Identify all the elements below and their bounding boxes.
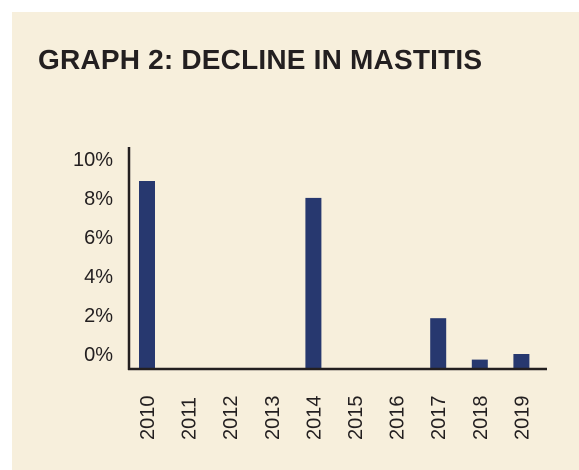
x-tick-label: 2011 [179, 397, 201, 440]
x-tick-label: 2018 [470, 396, 492, 441]
x-tick-label: 2017 [428, 396, 450, 441]
x-tick-label: 2014 [303, 396, 325, 441]
y-tick-label: 8% [84, 188, 113, 210]
x-tick-label: 2015 [345, 396, 367, 441]
chart-marks: 10% 8% 6% 4% 2% 0% 2010 2011 2012 2013 2014 2015 201… [73, 147, 547, 440]
x-tick-label: 2010 [137, 396, 159, 441]
y-tick-label: 0% [84, 344, 113, 366]
bar-2014 [305, 197, 322, 369]
x-tick-label: 2019 [511, 396, 533, 441]
x-tick-label: 2016 [387, 396, 409, 441]
y-tick-label: 10% [73, 149, 113, 171]
chart-title: GRAPH 2: DECLINE IN MASTITIS [38, 44, 483, 75]
bar-2019 [513, 354, 530, 369]
y-tick-label: 6% [84, 227, 113, 249]
bar-2010 [139, 181, 155, 369]
bar-2017 [430, 318, 447, 369]
x-tick-label: 2012 [220, 396, 242, 441]
x-tick-label: 2013 [262, 396, 284, 441]
chart-panel: GRAPH 2: DECLINE IN MASTITIS [12, 12, 579, 470]
y-tick-label: 2% [84, 305, 113, 327]
y-tick-label: 4% [84, 266, 113, 288]
bar-2018 [471, 359, 488, 369]
